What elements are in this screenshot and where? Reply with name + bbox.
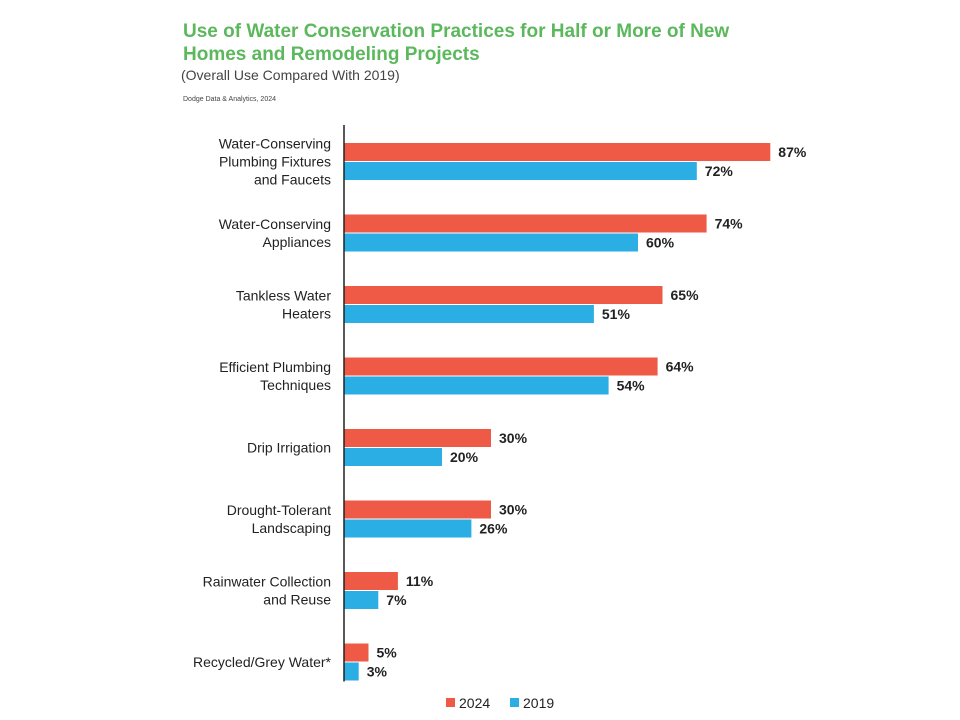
bar-2024 xyxy=(344,357,658,376)
category-label: Drought-Tolerant Landscaping xyxy=(227,502,331,536)
bar-2024 xyxy=(344,500,491,519)
chart-source: Dodge Data & Analytics, 2024 xyxy=(183,96,277,103)
bar-2019 xyxy=(344,233,638,252)
bar-2024 xyxy=(344,214,707,233)
data-label-2024: 11% xyxy=(406,573,434,589)
chart-subtitle: (Overall Use Compared With 2019) xyxy=(181,67,400,83)
data-label-2019: 7% xyxy=(386,592,407,608)
data-label-2019: 3% xyxy=(367,664,388,680)
bar-2019 xyxy=(344,448,442,466)
data-label-2024: 87% xyxy=(778,144,807,160)
category-label: Water-Conserving Appliances xyxy=(219,216,331,250)
bar-2019 xyxy=(344,376,609,395)
legend-swatch-2019 xyxy=(510,698,519,707)
bar-2024 xyxy=(344,572,398,590)
data-label-2019: 51% xyxy=(602,306,631,322)
data-label-2024: 30% xyxy=(499,502,528,518)
bar-2019 xyxy=(344,662,359,681)
category-label: Efficient Plumbing Techniques xyxy=(219,359,331,393)
data-label-2024: 64% xyxy=(666,359,695,375)
data-label-2019: 72% xyxy=(705,163,734,179)
bar-2024 xyxy=(344,643,369,662)
bar-2019 xyxy=(344,305,594,323)
bar-2024 xyxy=(344,143,771,161)
bar-2019 xyxy=(344,591,379,609)
legend-label-2019: 2019 xyxy=(523,695,554,711)
legend-label-2024: 2024 xyxy=(459,695,490,711)
category-label: Rainwater Collection and Reuse xyxy=(203,574,332,608)
data-label-2019: 60% xyxy=(646,235,675,251)
legend-swatch-2024 xyxy=(446,698,455,707)
category-label: Drip Irrigation xyxy=(247,440,331,456)
data-label-2024: 74% xyxy=(715,216,744,232)
chart-title: Use of Water Conservation Practices for … xyxy=(183,21,730,65)
data-label-2019: 54% xyxy=(617,378,646,394)
bar-2024 xyxy=(344,429,491,447)
category-label: Recycled/Grey Water* xyxy=(193,654,332,670)
category-label: Water-Conserving Plumbing Fixtures and Fau… xyxy=(219,136,331,188)
bar-2019 xyxy=(344,519,472,538)
category-label: Tankless Water Heaters xyxy=(236,288,332,322)
data-label-2024: 5% xyxy=(377,645,398,661)
bar-2024 xyxy=(344,286,663,304)
bar-2019 xyxy=(344,162,697,180)
data-label-2024: 65% xyxy=(671,287,700,303)
data-label-2019: 26% xyxy=(479,521,508,537)
data-label-2019: 20% xyxy=(450,449,479,465)
data-label-2024: 30% xyxy=(499,430,528,446)
